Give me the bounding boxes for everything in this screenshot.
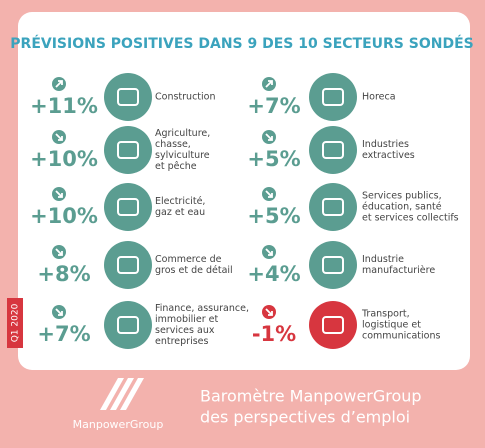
icon-glyph [117, 316, 139, 334]
sector-value: +8% [37, 262, 90, 286]
sector-label: extractives [362, 150, 415, 161]
sector-label: Services publics, [362, 191, 442, 202]
icon-glyph [117, 198, 139, 216]
trend-arrow [265, 248, 273, 256]
sector-label: gaz et eau [155, 207, 205, 218]
trend-arrow [265, 190, 273, 198]
trend-arrow [55, 308, 63, 316]
sector-value: +4% [247, 262, 300, 286]
sector-icon [104, 73, 152, 121]
sector-label: Agriculture, [155, 128, 210, 139]
icon-glyph [117, 141, 139, 159]
sector-icon [309, 301, 357, 349]
sector-icon [309, 73, 357, 121]
sector-label: et pêche [155, 161, 197, 172]
sector-label: manufacturière [362, 265, 435, 276]
title: PRÉVISIONS POSITIVES DANS 9 DES 10 SECTE… [10, 35, 473, 52]
sector-label: Transport, [361, 309, 410, 320]
trend-arrow [55, 133, 63, 141]
icon-glyph [322, 88, 344, 106]
footer-line: Baromètre ManpowerGroup [200, 387, 422, 406]
trend-arrow [265, 80, 273, 88]
icon-glyph [322, 256, 344, 274]
sector-label: entreprises [155, 336, 209, 347]
trend-arrow [265, 308, 273, 316]
period-tag [7, 298, 23, 348]
sector-icon [104, 183, 152, 231]
icon-glyph [322, 316, 344, 334]
trend-arrow [55, 190, 63, 198]
sector-label: sylviculture [155, 150, 210, 161]
sector-label: Electricité, [155, 196, 205, 207]
sector-label: Commerce de [155, 254, 222, 265]
sector-icon [309, 183, 357, 231]
sector-label: services aux [155, 325, 215, 336]
trend-arrow [265, 133, 273, 141]
sector-icon [309, 241, 357, 289]
sector-label: Industries [362, 139, 409, 150]
sector-label: Construction [155, 92, 216, 103]
sector-label: Finance, assurance, [155, 303, 249, 314]
sector-value: +10% [30, 147, 98, 171]
sector-value: +11% [30, 94, 98, 118]
icon-glyph [322, 141, 344, 159]
sector-label: logistique et [362, 320, 421, 331]
logo [100, 378, 144, 410]
sector-label: gros et de détail [155, 265, 233, 276]
sector-label: éducation, santé [362, 202, 442, 213]
sector-value: +7% [247, 94, 300, 118]
icon-glyph [322, 198, 344, 216]
sector-value: +5% [247, 204, 300, 228]
brand: ManpowerGroup [73, 418, 164, 431]
sector-icon [309, 126, 357, 174]
period: Q1 2020 [11, 303, 21, 342]
sector-value: +10% [30, 204, 98, 228]
sector-value: +5% [247, 147, 300, 171]
sector-icon [104, 126, 152, 174]
sector-value: -1% [252, 322, 296, 346]
sector-label: chasse, [155, 139, 191, 150]
icon-glyph [117, 256, 139, 274]
sector-label: Horeca [362, 92, 396, 103]
sector-label: et services collectifs [362, 213, 459, 224]
sector-label: communications [362, 331, 440, 342]
sector-icon [104, 301, 152, 349]
sector-label: Industrie [362, 254, 404, 265]
trend-arrow [55, 248, 63, 256]
icon-glyph [117, 88, 139, 106]
footer-line: des perspectives d’emploi [200, 408, 410, 427]
sector-label: immobilier et [155, 314, 219, 325]
sector-icon [104, 241, 152, 289]
sector-value: +7% [37, 322, 90, 346]
trend-arrow [55, 80, 63, 88]
